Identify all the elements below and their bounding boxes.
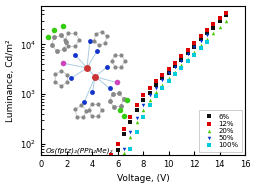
- 12%: [142, 94, 145, 96]
- 50%: [205, 34, 208, 36]
- 20%: [193, 51, 196, 53]
- 50%: [122, 148, 125, 150]
- 12%: [174, 61, 177, 64]
- 20%: [148, 98, 151, 101]
- 12%: [110, 154, 113, 156]
- 20%: [218, 26, 221, 28]
- 100%: [135, 131, 138, 134]
- 12%: [225, 12, 228, 14]
- 6%: [199, 38, 202, 41]
- 100%: [129, 148, 132, 150]
- 6%: [174, 65, 177, 67]
- 20%: [167, 77, 170, 79]
- 12%: [212, 23, 215, 25]
- 6%: [212, 27, 215, 29]
- 6%: [135, 109, 138, 111]
- 100%: [167, 80, 170, 83]
- 20%: [186, 58, 189, 60]
- 6%: [205, 32, 208, 35]
- Line: 12%: 12%: [110, 11, 228, 157]
- 6%: [154, 84, 157, 87]
- 12%: [205, 29, 208, 31]
- Line: 6%: 6%: [116, 14, 228, 152]
- Text: Os(fptz)₂(PPh₂Me)₂: Os(fptz)₂(PPh₂Me)₂: [45, 148, 113, 154]
- 100%: [142, 116, 145, 119]
- 100%: [199, 47, 202, 49]
- 12%: [193, 42, 196, 44]
- 100%: [154, 95, 157, 97]
- 20%: [122, 152, 125, 154]
- 12%: [148, 87, 151, 90]
- 6%: [186, 52, 189, 54]
- 50%: [135, 117, 138, 119]
- 50%: [148, 94, 151, 96]
- 6%: [122, 133, 125, 135]
- 20%: [205, 37, 208, 40]
- 6%: [116, 149, 119, 151]
- 20%: [142, 109, 145, 111]
- 12%: [180, 55, 183, 57]
- X-axis label: Voltage, (V): Voltage, (V): [117, 174, 169, 184]
- 50%: [129, 131, 132, 134]
- 20%: [212, 32, 215, 34]
- 50%: [154, 87, 157, 89]
- Legend: 6%, 12%, 20%, 50%, 100%: 6%, 12%, 20%, 50%, 100%: [199, 110, 242, 152]
- 12%: [218, 17, 221, 20]
- 20%: [161, 84, 164, 86]
- 100%: [161, 87, 164, 90]
- 50%: [199, 40, 202, 42]
- 20%: [180, 64, 183, 66]
- 50%: [167, 72, 170, 75]
- 6%: [161, 77, 164, 79]
- 12%: [129, 116, 132, 118]
- 12%: [161, 74, 164, 76]
- 6%: [180, 59, 183, 61]
- Line: 50%: 50%: [122, 33, 209, 151]
- 50%: [180, 60, 183, 62]
- 50%: [161, 79, 164, 81]
- 6%: [129, 121, 132, 124]
- 100%: [174, 73, 177, 75]
- 12%: [154, 80, 157, 83]
- Line: 100%: 100%: [129, 40, 209, 151]
- 20%: [154, 91, 157, 93]
- 12%: [167, 68, 170, 70]
- 12%: [116, 143, 119, 145]
- 6%: [218, 20, 221, 22]
- 6%: [167, 71, 170, 74]
- 100%: [148, 104, 151, 106]
- 20%: [199, 44, 202, 46]
- 12%: [186, 49, 189, 51]
- Line: 20%: 20%: [122, 19, 228, 155]
- 20%: [135, 121, 138, 124]
- 6%: [142, 99, 145, 101]
- 50%: [186, 53, 189, 55]
- 100%: [193, 53, 196, 56]
- 20%: [129, 136, 132, 138]
- 100%: [186, 60, 189, 62]
- 20%: [174, 71, 177, 73]
- 50%: [174, 66, 177, 68]
- 6%: [148, 92, 151, 94]
- 100%: [180, 67, 183, 69]
- 100%: [205, 41, 208, 43]
- 12%: [122, 128, 125, 130]
- 6%: [225, 14, 228, 17]
- 12%: [135, 104, 138, 106]
- 12%: [199, 35, 202, 37]
- 20%: [225, 20, 228, 22]
- Y-axis label: Luminance, Cd/m²: Luminance, Cd/m²: [6, 39, 15, 122]
- 50%: [193, 46, 196, 48]
- 6%: [193, 46, 196, 48]
- 50%: [142, 104, 145, 106]
